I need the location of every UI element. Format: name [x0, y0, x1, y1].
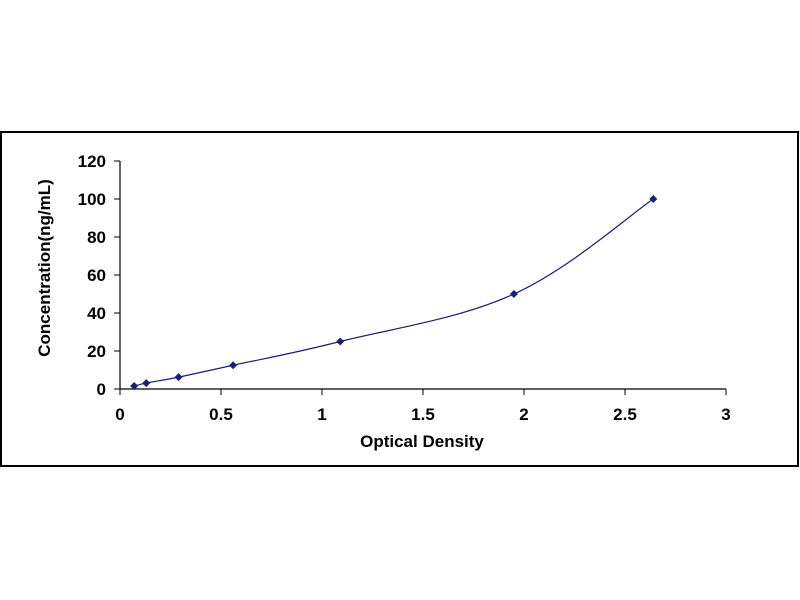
curve-layer	[133, 198, 654, 387]
data-point	[229, 361, 238, 370]
data-point	[649, 195, 658, 203]
fit-curve	[133, 198, 654, 387]
ticks: 0 20 40 60 80 100 120 0 0.5 1 1.5 2 2.5 3	[78, 152, 731, 424]
x-tick-label: 1.5	[411, 405, 435, 424]
y-tick-label: 0	[97, 380, 106, 399]
x-tick-label: 1	[317, 405, 326, 424]
data-point	[174, 373, 183, 382]
y-tick-label: 60	[87, 266, 106, 285]
x-tick-label: 0.5	[209, 405, 233, 424]
x-tick-label: 3	[721, 405, 730, 424]
points	[130, 195, 658, 391]
chart-border	[0, 131, 799, 467]
data-point	[509, 290, 518, 298]
x-tick-label: 0	[115, 405, 124, 424]
data-point	[130, 382, 139, 391]
x-axis-label: Optical Density	[360, 432, 484, 451]
x-tick-label: 2.5	[613, 405, 637, 424]
y-axis-label: Concentration(ng/mL)	[35, 179, 54, 357]
y-tick-label: 120	[78, 152, 106, 171]
y-tick-label: 80	[87, 228, 106, 247]
data-point	[336, 337, 345, 346]
data-point	[142, 379, 151, 388]
y-tick-label: 100	[78, 190, 106, 209]
y-tick-label: 20	[87, 342, 106, 361]
y-tick-label: 40	[87, 304, 106, 323]
x-tick-label: 2	[519, 405, 528, 424]
